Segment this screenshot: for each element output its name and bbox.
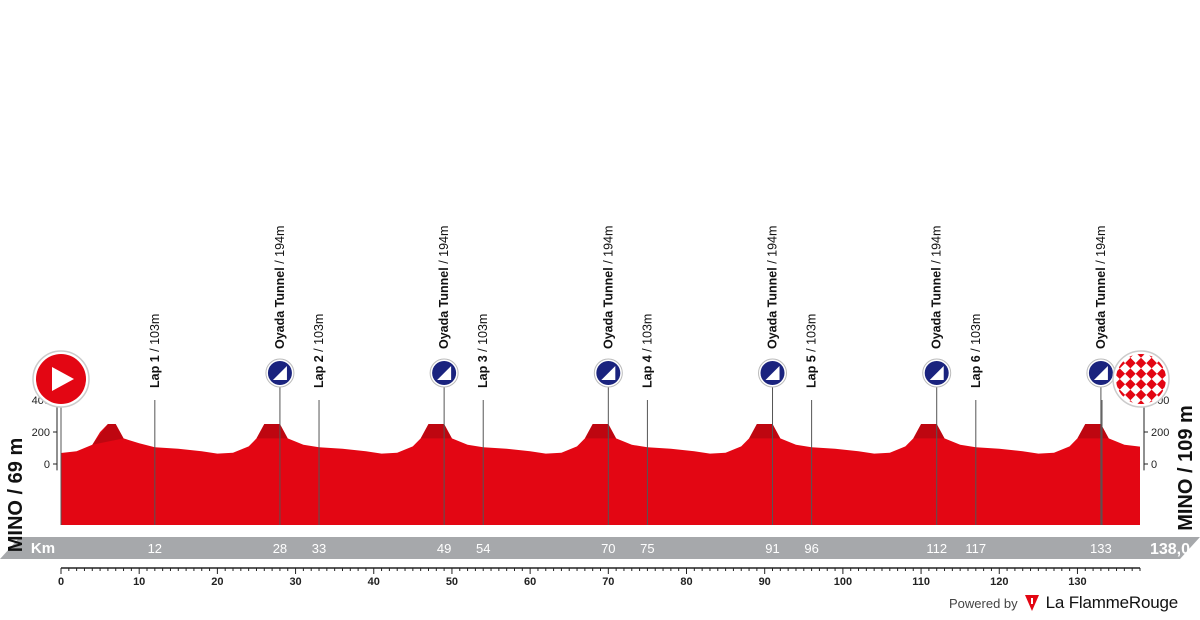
checker-square [1136,337,1147,348]
lap-label: Lap 4 / 103m [640,314,654,388]
climb-shade [749,424,781,439]
climb-label: Oyada Tunnel / 194m [930,226,944,349]
x-tick-label: 50 [446,576,458,588]
slope-icon [929,366,944,380]
y-tick-label: 0 [44,459,50,471]
km-band-bar [0,537,1200,559]
slope-icon [601,366,616,380]
x-tick-label: 110 [912,576,930,588]
km-marker-label: 75 [640,541,654,556]
km-marker-label: 54 [476,541,490,556]
lap-annotation: Lap 1 / 103m [148,314,162,525]
profile-area [61,424,1140,525]
climb-shade [92,424,124,445]
finish-location-label: MINO / 109 m [1175,405,1197,531]
x-tick-label: 120 [990,576,1008,588]
x-tick-label: 100 [834,576,852,588]
checker-square [1135,400,1147,404]
km-band: Km 12 28 33 49 54 70 75 91 96 112 117 133 138,0 [0,537,1200,559]
km-marker-label: 28 [273,541,287,556]
km-marker-label: 91 [765,541,779,556]
km-marker-label: 12 [148,541,162,556]
x-tick-label: 30 [289,576,301,588]
y-tick-label: 200 [1151,427,1169,439]
x-tick-label: 70 [602,576,614,588]
checker-square [1135,354,1147,358]
start-icon [32,350,90,525]
climb-shade [256,424,288,439]
climb-annotation: Oyada Tunnel / 194m [265,226,295,525]
km-marker-label: 96 [804,541,818,556]
checker-square [1136,411,1147,422]
lap-annotation: Lap 4 / 103m [640,314,654,525]
lap-label: Lap 2 / 103m [312,314,326,388]
slope-icon [437,366,452,380]
climb-label: Oyada Tunnel / 194m [437,226,451,349]
km-marker-label: 133 [1090,541,1112,556]
km-marker-label: 70 [601,541,615,556]
climb-label: Oyada Tunnel / 194m [1094,226,1108,349]
climb-label: Oyada Tunnel / 194m [766,226,780,349]
slope-icon [765,366,780,380]
lap-label: Lap 3 / 103m [476,314,490,388]
km-marker-label: 112 [926,541,947,556]
checker-square [1135,389,1147,401]
y-tick-label: 200 [32,427,50,439]
climb-annotation: Oyada Tunnel / 194m [1086,226,1116,525]
climb-shade [584,424,617,439]
brand-text: La FlammeRouge [1045,593,1179,612]
checker-square [1135,357,1147,369]
annotations: Lap 1 / 103m Oyada Tunnel / 194m Lap 2 / 1… [148,226,1116,525]
climb-annotation: Oyada Tunnel / 194m [593,226,623,525]
slope-icon [1093,366,1108,380]
climb-shade [420,424,452,439]
km-marker-label: 49 [437,541,451,556]
lap-annotation: Lap 5 / 103m [805,314,819,525]
start-location-label: MINO / 69 m [5,438,27,552]
checker-square [1135,379,1147,390]
lap-annotation: Lap 3 / 103m [476,314,490,525]
lap-annotation: Lap 2 / 103m [312,314,326,525]
slope-icon [272,366,287,380]
km-marker-label: 33 [312,541,326,556]
km-marker-label: 117 [965,541,986,556]
lap-label: Lap 1 / 103m [148,314,162,388]
km-band-label: Km [31,540,55,557]
climb-annotation: Oyada Tunnel / 194m [922,226,952,525]
x-tick-label: 80 [680,576,692,588]
x-tick-label: 40 [368,576,380,588]
total-distance-label: 138,0 [1150,541,1190,558]
checker-square [1135,368,1147,379]
elevation-profile [61,424,1140,525]
x-tick-label: 0 [58,576,64,588]
play-arrow-icon [52,367,74,391]
lap-label: Lap 5 / 103m [805,314,819,388]
start-finish [32,337,1170,525]
lap-annotation: Lap 6 / 103m [969,314,983,525]
climb-shade [913,424,945,439]
y-tick-label: 0 [1151,459,1157,471]
climb-label: Oyada Tunnel / 194m [273,226,287,349]
climb-annotation: Oyada Tunnel / 194m [429,226,459,525]
lap-label: Lap 6 / 103m [969,314,983,388]
flamme-rouge-logo-icon [1024,595,1039,611]
x-axis: 0 10 20 30 40 50 60 70 80 90 100 110 120 130 [58,567,1141,588]
x-tick-label: 60 [524,576,536,588]
x-tick-label: 130 [1068,576,1086,588]
climb-annotation: Oyada Tunnel / 194m [758,226,788,525]
climb-shade [1077,424,1109,439]
powered-by-text: Powered by [949,595,1018,611]
climb-label: Oyada Tunnel / 194m [601,226,615,349]
x-tick-label: 20 [211,576,223,588]
credit: Powered by La FlammeRouge [949,593,1178,613]
x-tick-label: 90 [759,576,771,588]
x-tick-label: 10 [133,576,145,588]
